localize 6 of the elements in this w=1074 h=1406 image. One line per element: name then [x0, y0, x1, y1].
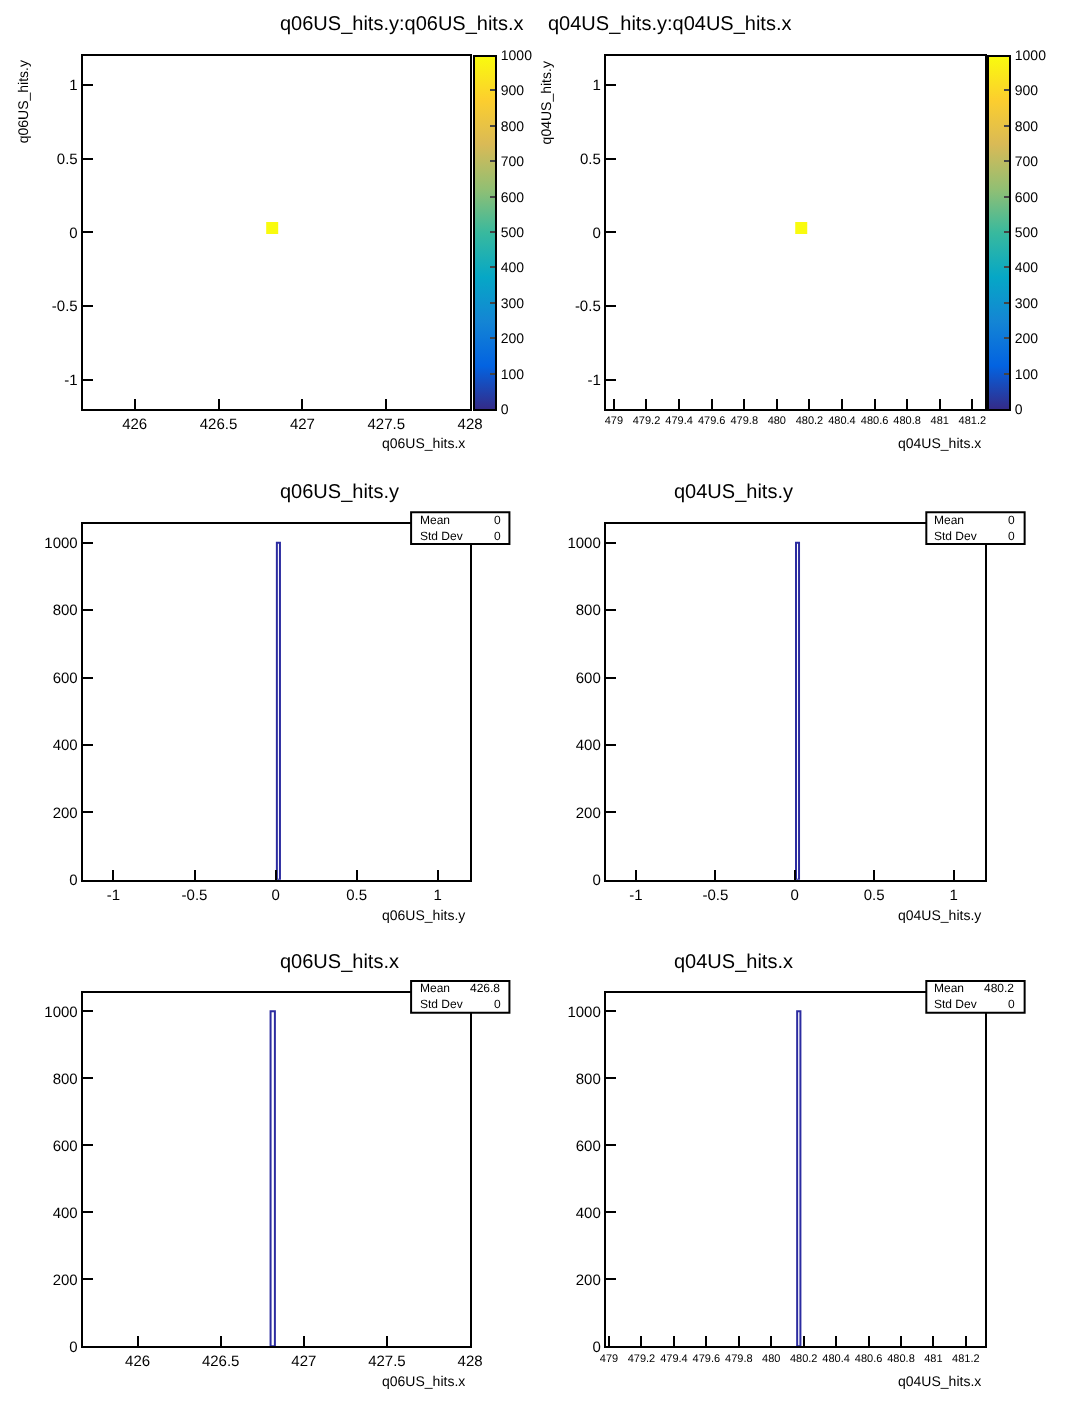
- chart-title: q06US_hits.y:q06US_hits.x: [280, 14, 524, 36]
- chart-title: q06US_hits.y: [280, 482, 399, 504]
- chart-title: q04US_hits.y:q04US_hits.x: [548, 14, 792, 36]
- chart-title: q04US_hits.x: [674, 952, 793, 974]
- chart-title: q04US_hits.y: [674, 482, 793, 504]
- chart-title: q06US_hits.x: [280, 952, 399, 974]
